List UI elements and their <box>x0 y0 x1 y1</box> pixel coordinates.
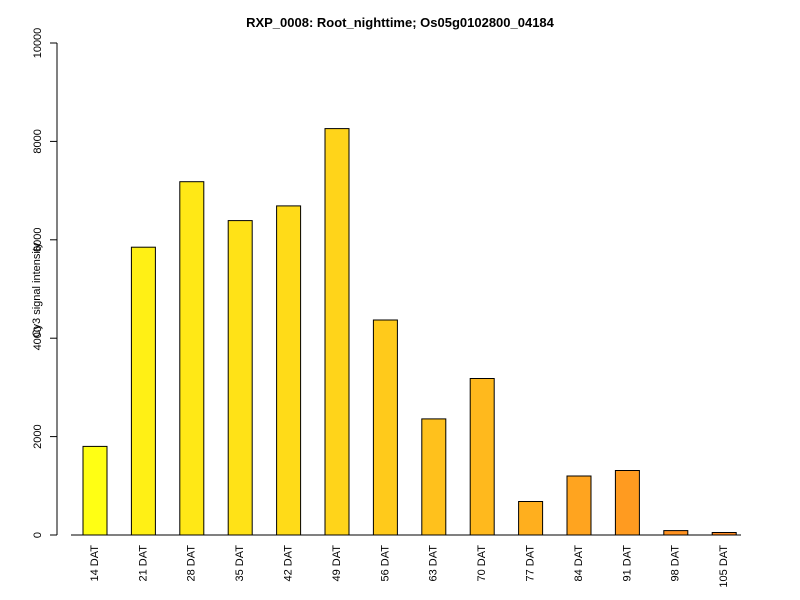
y-tick-label: 6000 <box>32 228 44 252</box>
bar-91-dat <box>614 470 640 536</box>
y-tick-label: 2000 <box>32 424 44 448</box>
chart-title: RXP_0008: Root_nighttime; Os05g0102800_0… <box>246 15 555 30</box>
bar-14-dat <box>82 445 108 536</box>
bar-28-dat <box>179 181 205 536</box>
y-tick-label: 10000 <box>32 28 44 59</box>
x-tick-label: 28 DAT <box>186 545 198 582</box>
x-tick-label: 70 DAT <box>476 545 488 582</box>
bar-98-dat <box>663 530 689 536</box>
x-tick-label: 105 DAT <box>718 545 730 588</box>
bar-70-dat <box>469 378 495 536</box>
x-tick-label: 77 DAT <box>525 545 537 582</box>
x-tick-labels: 14 DAT 21 DAT 28 DAT 35 DAT 42 DAT 49 DAT 56 D… <box>89 545 730 588</box>
bar-42-dat <box>276 205 302 536</box>
bar-49-dat <box>324 128 350 536</box>
x-tick-label: 35 DAT <box>234 545 246 582</box>
x-tick-label: 98 DAT <box>670 545 682 582</box>
x-tick-label: 91 DAT <box>621 545 633 582</box>
x-tick-label: 84 DAT <box>573 545 585 582</box>
bar-63-dat <box>421 418 447 536</box>
y-tick-label: 0 <box>32 532 44 538</box>
y-axis-label: Cy3 signal intensity <box>31 242 43 337</box>
x-tick-label: 56 DAT <box>379 545 391 582</box>
y-tick-label: 4000 <box>32 326 44 350</box>
y-axis: 0 2000 4000 6000 8000 10000 <box>32 28 58 538</box>
bar-84-dat <box>566 475 592 536</box>
x-tick-label: 63 DAT <box>428 545 440 582</box>
x-tick-label: 49 DAT <box>331 545 343 582</box>
x-tick-label: 42 DAT <box>283 545 295 582</box>
bar-56-dat <box>372 319 398 536</box>
y-tick-label: 8000 <box>32 129 44 153</box>
bar-35-dat <box>227 220 253 536</box>
bars <box>82 128 737 536</box>
bar-21-dat <box>130 246 156 536</box>
bar-77-dat <box>518 501 544 536</box>
x-tick-label: 21 DAT <box>137 545 149 582</box>
x-tick-label: 14 DAT <box>89 545 101 582</box>
